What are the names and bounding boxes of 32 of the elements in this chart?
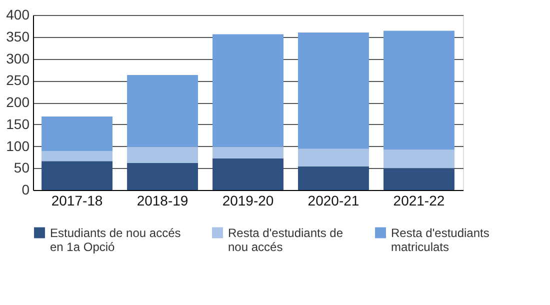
legend-label: Resta d'estudiants de nou accés: [228, 226, 344, 254]
legend-label: Estudiants de nou accés en 1a Opció: [50, 226, 181, 254]
bar: [42, 161, 113, 190]
x-tick-label: 2021-22: [393, 192, 445, 208]
x-tick-label: 2019-20: [222, 192, 274, 208]
y-tick-label: 250: [6, 72, 30, 88]
y-tick-label: 50: [14, 160, 30, 176]
bar: [298, 166, 369, 190]
x-tick-label: 2018-19: [136, 192, 188, 208]
bar: [42, 151, 113, 162]
bar: [383, 150, 454, 168]
bar: [298, 32, 369, 149]
y-tick-label: 0: [22, 182, 30, 198]
bar: [383, 30, 454, 150]
bar: [212, 34, 284, 147]
x-tick-label: 2020-21: [308, 192, 360, 208]
bar: [42, 116, 113, 152]
bar: [383, 168, 454, 190]
y-tick-label: 400: [6, 6, 30, 22]
bar: [212, 158, 284, 190]
y-tick-label: 100: [6, 138, 30, 154]
y-tick-label: 200: [6, 94, 30, 110]
bar: [127, 74, 198, 147]
y-tick-label: 300: [6, 50, 30, 66]
legend-label: Resta d'estudiants matriculats: [391, 226, 490, 254]
bar: [212, 146, 284, 158]
bar: [127, 162, 198, 190]
bar: [298, 148, 369, 166]
y-tick-label: 150: [6, 116, 30, 132]
bar: [127, 146, 198, 163]
y-tick-label: 350: [6, 28, 30, 44]
x-tick-label: 2017-18: [51, 192, 103, 208]
